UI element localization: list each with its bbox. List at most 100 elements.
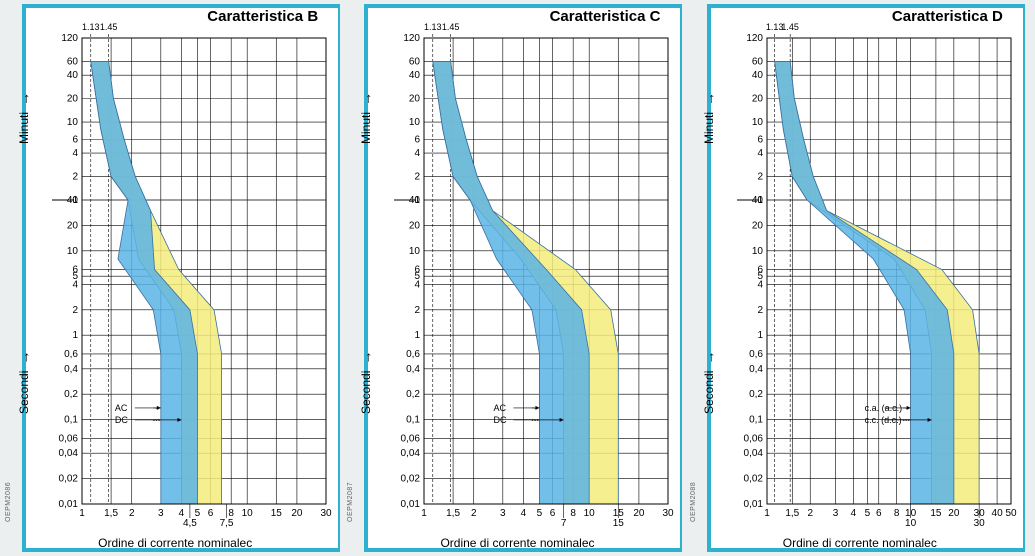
svg-text:15: 15 bbox=[271, 508, 283, 519]
svg-text:6: 6 bbox=[757, 134, 763, 145]
svg-text:5: 5 bbox=[864, 508, 870, 519]
panel-sidecode: OEPM2088 bbox=[690, 482, 697, 522]
svg-text:0,2: 0,2 bbox=[407, 389, 421, 400]
svg-text:1: 1 bbox=[415, 330, 421, 341]
svg-text:5: 5 bbox=[537, 508, 543, 519]
svg-text:0,6: 0,6 bbox=[64, 349, 78, 360]
panel-0: 1246102040601200,010,020,040,060,10,20,4… bbox=[10, 4, 340, 552]
svg-text:AC: AC bbox=[494, 403, 507, 413]
svg-text:2: 2 bbox=[757, 305, 763, 316]
svg-text:4: 4 bbox=[757, 148, 763, 159]
svg-text:15: 15 bbox=[613, 518, 625, 529]
svg-text:10: 10 bbox=[905, 518, 917, 529]
svg-text:20: 20 bbox=[948, 508, 960, 519]
svg-text:120: 120 bbox=[746, 33, 763, 44]
svg-text:4: 4 bbox=[415, 148, 421, 159]
y-axis-label-minutes: Minuti bbox=[16, 92, 32, 144]
svg-text:30: 30 bbox=[973, 518, 985, 529]
svg-text:2: 2 bbox=[73, 305, 79, 316]
svg-text:60: 60 bbox=[67, 56, 79, 67]
svg-text:2: 2 bbox=[415, 172, 421, 183]
y-axis-label-seconds: Secondi bbox=[358, 351, 374, 414]
panel-title: Caratteristica C bbox=[550, 8, 661, 25]
svg-text:3: 3 bbox=[158, 508, 164, 519]
svg-text:0,01: 0,01 bbox=[743, 499, 763, 510]
svg-text:0,4: 0,4 bbox=[749, 364, 763, 375]
svg-text:10: 10 bbox=[67, 117, 79, 128]
svg-text:0,4: 0,4 bbox=[64, 364, 78, 375]
svg-text:0,1: 0,1 bbox=[749, 415, 763, 426]
svg-text:40: 40 bbox=[409, 70, 421, 81]
svg-text:2: 2 bbox=[807, 508, 813, 519]
svg-text:0,04: 0,04 bbox=[59, 448, 79, 459]
svg-text:8: 8 bbox=[571, 508, 577, 519]
svg-text:0,06: 0,06 bbox=[59, 433, 79, 444]
svg-text:2: 2 bbox=[757, 172, 763, 183]
svg-text:10: 10 bbox=[242, 508, 254, 519]
svg-text:3: 3 bbox=[501, 508, 507, 519]
svg-text:1: 1 bbox=[757, 330, 763, 341]
svg-text:6: 6 bbox=[550, 508, 556, 519]
y-axis-label-minutes: Minuti bbox=[701, 92, 717, 144]
svg-text:6: 6 bbox=[876, 508, 882, 519]
svg-text:7: 7 bbox=[561, 518, 567, 529]
y-axis-label-minutes: Minuti bbox=[358, 92, 374, 144]
svg-text:4: 4 bbox=[521, 508, 527, 519]
svg-text:1: 1 bbox=[764, 508, 770, 519]
svg-text:AC: AC bbox=[115, 403, 128, 413]
svg-text:0,6: 0,6 bbox=[407, 349, 421, 360]
svg-text:7,5: 7,5 bbox=[220, 518, 234, 529]
svg-text:6: 6 bbox=[73, 134, 79, 145]
svg-text:4: 4 bbox=[73, 148, 79, 159]
svg-text:20: 20 bbox=[292, 508, 304, 519]
x-axis-label: Ordine di corrente nominalec bbox=[10, 536, 340, 550]
svg-text:1: 1 bbox=[73, 330, 79, 341]
svg-text:6: 6 bbox=[73, 265, 79, 276]
svg-text:20: 20 bbox=[67, 94, 79, 105]
svg-text:1.45: 1.45 bbox=[442, 22, 460, 32]
panel-sidecode: OEPM2087 bbox=[347, 482, 354, 522]
svg-text:40: 40 bbox=[752, 70, 764, 81]
svg-text:1.45: 1.45 bbox=[100, 22, 118, 32]
svg-text:1.13: 1.13 bbox=[424, 22, 442, 32]
svg-text:20: 20 bbox=[752, 94, 764, 105]
svg-text:20: 20 bbox=[634, 508, 646, 519]
svg-text:40: 40 bbox=[67, 70, 79, 81]
svg-text:10: 10 bbox=[409, 246, 421, 257]
svg-text:40: 40 bbox=[991, 508, 1003, 519]
svg-text:4: 4 bbox=[850, 508, 856, 519]
panel-2: 1246102040601200,010,020,040,060,10,20,4… bbox=[695, 4, 1025, 552]
svg-text:0,06: 0,06 bbox=[401, 433, 421, 444]
svg-text:120: 120 bbox=[61, 33, 78, 44]
svg-text:15: 15 bbox=[930, 508, 942, 519]
svg-text:30: 30 bbox=[321, 508, 333, 519]
svg-text:0,02: 0,02 bbox=[59, 474, 79, 485]
svg-text:2: 2 bbox=[471, 508, 477, 519]
y-axis-label-seconds: Secondi bbox=[701, 351, 717, 414]
svg-text:3: 3 bbox=[833, 508, 839, 519]
svg-text:0,02: 0,02 bbox=[743, 474, 763, 485]
svg-text:50: 50 bbox=[1005, 508, 1017, 519]
svg-text:1: 1 bbox=[422, 508, 428, 519]
x-axis-label: Ordine di corrente nominalec bbox=[695, 536, 1025, 550]
svg-text:6: 6 bbox=[415, 265, 421, 276]
svg-text:4,5: 4,5 bbox=[183, 518, 197, 529]
panel-sidecode: OEPM2086 bbox=[5, 482, 12, 522]
svg-text:6: 6 bbox=[415, 134, 421, 145]
figure-container: 1246102040601200,010,020,040,060,10,20,4… bbox=[0, 0, 1035, 556]
svg-text:2: 2 bbox=[73, 172, 79, 183]
svg-text:DC: DC bbox=[494, 415, 507, 425]
svg-text:8: 8 bbox=[894, 508, 900, 519]
svg-text:20: 20 bbox=[752, 220, 764, 231]
svg-text:1: 1 bbox=[79, 508, 85, 519]
svg-text:1.13: 1.13 bbox=[82, 22, 100, 32]
svg-text:20: 20 bbox=[409, 220, 421, 231]
svg-text:2: 2 bbox=[129, 508, 135, 519]
svg-text:2: 2 bbox=[415, 305, 421, 316]
y-axis-label-seconds: Secondi bbox=[16, 351, 32, 414]
svg-text:0,06: 0,06 bbox=[743, 433, 763, 444]
svg-text:6: 6 bbox=[757, 265, 763, 276]
svg-text:6: 6 bbox=[208, 508, 214, 519]
panel-title: Caratteristica D bbox=[892, 8, 1003, 25]
svg-text:0,02: 0,02 bbox=[401, 474, 421, 485]
